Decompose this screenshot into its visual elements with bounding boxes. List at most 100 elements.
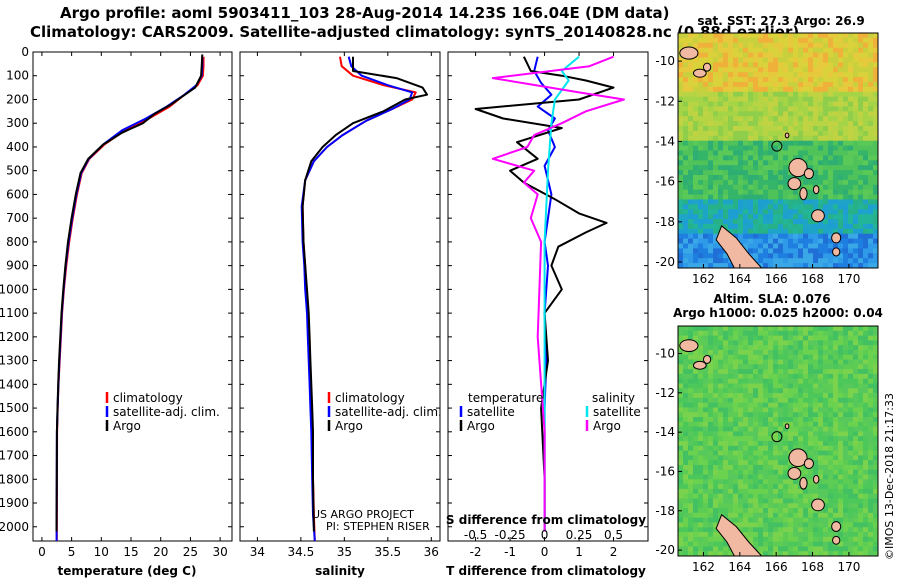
map-cell [683,522,689,528]
map-cell [738,47,744,53]
map-cell [808,488,814,495]
map-cell [858,498,864,504]
map-cell [828,445,834,451]
map-cell [848,488,854,495]
map-cell [838,369,844,375]
map-cell [853,126,859,132]
map-cell [823,243,829,249]
map-cell [858,532,864,538]
map-cell [733,369,739,375]
map-cell [853,474,859,480]
map-cell [818,223,824,230]
map-cell [688,91,694,98]
map-cell [743,150,749,156]
map-cell [813,532,819,538]
map-cell [693,508,699,514]
map-cell [703,96,709,102]
map-cell [683,402,689,408]
map-cell [868,464,874,471]
map-cell [678,402,684,408]
map-cell [758,546,764,552]
map-cell [843,189,849,195]
map-cell [833,479,839,485]
map-cell [743,421,749,428]
map-cell [788,126,794,132]
map-cell [858,199,864,205]
map-cell [863,126,869,132]
map-cell [688,330,694,336]
map-cell [683,517,689,523]
map-cell [743,455,749,461]
map-cell [758,373,764,380]
map-cell [753,238,759,244]
map-cell [748,223,754,230]
lat-tick-label: -20 [655,255,675,269]
map-cell [768,426,774,432]
map-cell [798,369,804,375]
map-cell [858,238,864,244]
depth-tick-label: 1700 [0,449,29,463]
map-cell [823,204,829,210]
map-cell [713,72,719,78]
map-cell [708,121,714,127]
map-cell [803,369,809,375]
map-cell [783,101,789,107]
map-cell [843,464,849,471]
map-cell [768,431,774,437]
map-cell [678,407,684,413]
map-cell [783,91,789,98]
map-cell [773,86,779,93]
map-cell [768,238,774,244]
map-cell [698,488,704,495]
map-cell [858,407,864,413]
map-cell [723,86,729,93]
map-cell [743,532,749,538]
map-cell [723,436,729,442]
map-cell [683,126,689,132]
map-cell [678,106,684,112]
map-cell [863,214,869,220]
map-cell [828,174,834,181]
map-cell [678,33,684,39]
map-cell [693,326,699,332]
map-cell [853,498,859,504]
map-cell [723,421,729,428]
map-cell [708,488,714,495]
map-cell [808,503,814,509]
map-cell [733,326,739,332]
map-cell [738,340,744,346]
map-cell [863,179,869,186]
map-cell [713,407,719,413]
map-cell [843,214,849,220]
map-cell [833,67,839,73]
map-cell [833,349,839,356]
map-cell [713,464,719,471]
map-cell [723,47,729,53]
map-cell [848,484,854,490]
map-cell [833,474,839,480]
map-cell [738,126,744,132]
map-cell [683,369,689,375]
map-cell [793,219,799,225]
map-cell [818,179,824,186]
map-cell [723,106,729,112]
map-cell [873,258,879,264]
map-cell [863,436,869,442]
map-cell [773,479,779,485]
map-cell [738,517,744,523]
map-cell [738,184,744,191]
map-cell [713,263,719,269]
map-cell [713,111,719,117]
map-cell [733,189,739,195]
map-cell [703,541,709,547]
map-cell [813,52,819,58]
map-cell [688,243,694,249]
map-cell [843,62,849,68]
map-cell [873,121,879,127]
map-cell [708,378,714,384]
map-cell [783,96,789,102]
depth-tick-label: 2000 [0,520,29,534]
map-cell [758,512,764,519]
map-cell [863,421,869,428]
map-cell [843,364,849,370]
